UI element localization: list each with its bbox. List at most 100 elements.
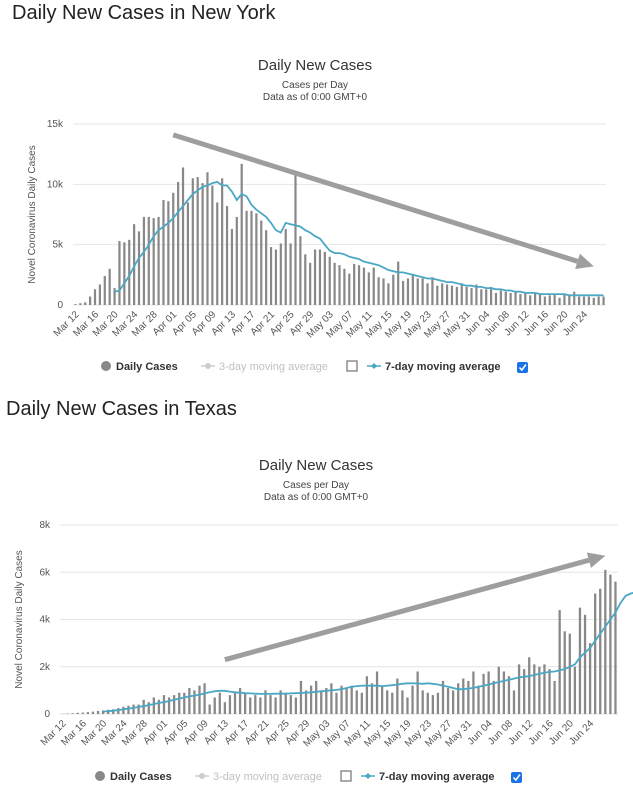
legend-daily-cases-marker[interactable] [101,361,111,371]
daily-cases-bar[interactable] [446,688,450,714]
daily-cases-bar[interactable] [294,174,297,305]
daily-cases-bar[interactable] [260,220,263,305]
daily-cases-bar[interactable] [325,688,328,714]
daily-cases-bar[interactable] [548,669,551,714]
daily-cases-bar[interactable] [445,284,449,305]
daily-cases-bar[interactable] [573,291,576,305]
daily-cases-bar[interactable] [193,690,196,714]
daily-cases-bar[interactable] [338,265,341,305]
daily-cases-bar[interactable] [137,231,141,305]
daily-cases-bar[interactable] [86,712,90,714]
daily-cases-bar[interactable] [563,294,566,305]
daily-cases-bar[interactable] [597,296,600,305]
daily-cases-bar[interactable] [504,291,507,305]
daily-cases-bar[interactable] [355,690,358,714]
daily-cases-bar[interactable] [294,697,298,714]
daily-cases-bar[interactable] [223,702,227,714]
daily-cases-bar[interactable] [499,290,502,305]
daily-cases-bar[interactable] [421,690,424,714]
daily-cases-bar[interactable] [208,704,211,714]
daily-cases-bar[interactable] [167,201,170,305]
daily-cases-bar[interactable] [528,657,531,714]
legend-daily-cases-label[interactable]: Daily Cases [116,361,178,373]
daily-cases-bar[interactable] [255,213,258,305]
daily-cases-bar[interactable] [203,683,206,714]
daily-cases-bar[interactable] [392,274,395,305]
daily-cases-bar[interactable] [315,680,318,714]
daily-cases-bar[interactable] [206,172,209,305]
daily-cases-bar[interactable] [152,218,155,305]
daily-cases-bar[interactable] [457,683,460,714]
daily-cases-bar[interactable] [533,292,537,305]
daily-cases-bar[interactable] [436,285,439,305]
daily-cases-bar[interactable] [375,671,379,714]
daily-cases-bar[interactable] [172,695,176,714]
daily-cases-bar[interactable] [284,692,287,714]
daily-cases-bar[interactable] [264,690,267,714]
daily-cases-bar[interactable] [543,296,546,305]
daily-cases-bar[interactable] [401,280,405,305]
daily-cases-bar[interactable] [225,206,229,305]
daily-cases-bar[interactable] [309,685,313,714]
daily-cases-bar[interactable] [558,610,561,714]
daily-cases-bar[interactable] [233,692,237,714]
daily-cases-bar[interactable] [497,666,500,714]
legend-daily-cases-marker[interactable] [95,771,105,781]
daily-cases-bar[interactable] [269,695,272,714]
daily-cases-bar[interactable] [365,676,369,714]
daily-cases-bar[interactable] [162,200,165,305]
daily-cases-bar[interactable] [147,216,150,305]
daily-cases-bar[interactable] [181,167,185,305]
legend-7day-checkbox[interactable] [511,772,522,783]
daily-cases-bar[interactable] [71,713,74,714]
daily-cases-bar[interactable] [221,178,224,305]
daily-cases-bar[interactable] [122,706,125,714]
daily-cases-bar[interactable] [370,683,374,714]
daily-cases-bar[interactable] [411,274,414,305]
daily-cases-bar[interactable] [213,697,216,714]
daily-cases-bar[interactable] [475,284,478,305]
daily-cases-bar[interactable] [441,283,444,305]
daily-cases-bar[interactable] [553,680,556,714]
daily-cases-bar[interactable] [406,697,409,714]
daily-cases-bar[interactable] [387,283,390,305]
legend-3day-checkbox[interactable] [346,360,358,372]
seven-day-moving-average-line[interactable] [114,180,604,297]
daily-cases-bar[interactable] [482,673,485,714]
daily-cases-bar[interactable] [382,278,385,305]
daily-cases-bar[interactable] [74,304,77,305]
daily-cases-bar[interactable] [93,289,97,305]
daily-cases-bar[interactable] [502,671,506,714]
daily-cases-bar[interactable] [259,697,262,714]
daily-cases-bar[interactable] [274,249,278,305]
daily-cases-bar[interactable] [451,690,455,714]
daily-cases-bar[interactable] [485,289,488,305]
daily-cases-bar[interactable] [333,262,336,305]
daily-cases-bar[interactable] [101,710,105,714]
daily-cases-bar[interactable] [391,692,394,714]
daily-cases-bar[interactable] [587,296,590,305]
daily-cases-bar[interactable] [198,685,201,714]
daily-cases-bar[interactable] [299,680,303,714]
daily-cases-bar[interactable] [470,288,473,305]
daily-cases-bar[interactable] [519,294,522,305]
legend-7day-label[interactable]: 7-day moving average [385,361,501,373]
daily-cases-bar[interactable] [431,277,434,305]
daily-cases-bar[interactable] [441,680,445,714]
daily-cases-bar[interactable] [477,685,480,714]
daily-cases-bar[interactable] [245,210,248,305]
daily-cases-bar[interactable] [360,692,363,714]
daily-cases-bar[interactable] [367,272,370,305]
daily-cases-bar[interactable] [91,711,95,714]
daily-cases-bar[interactable] [357,265,361,305]
daily-cases-bar[interactable] [406,278,410,305]
daily-cases-bar[interactable] [147,702,150,714]
daily-cases-bar[interactable] [416,278,419,305]
daily-cases-bar[interactable] [142,216,146,305]
daily-cases-bar[interactable] [309,262,312,305]
daily-cases-bar[interactable] [431,695,434,714]
daily-cases-bar[interactable] [304,690,308,714]
daily-cases-bar[interactable] [299,236,302,305]
daily-cases-bar[interactable] [330,683,333,714]
daily-cases-bar[interactable] [462,678,465,714]
